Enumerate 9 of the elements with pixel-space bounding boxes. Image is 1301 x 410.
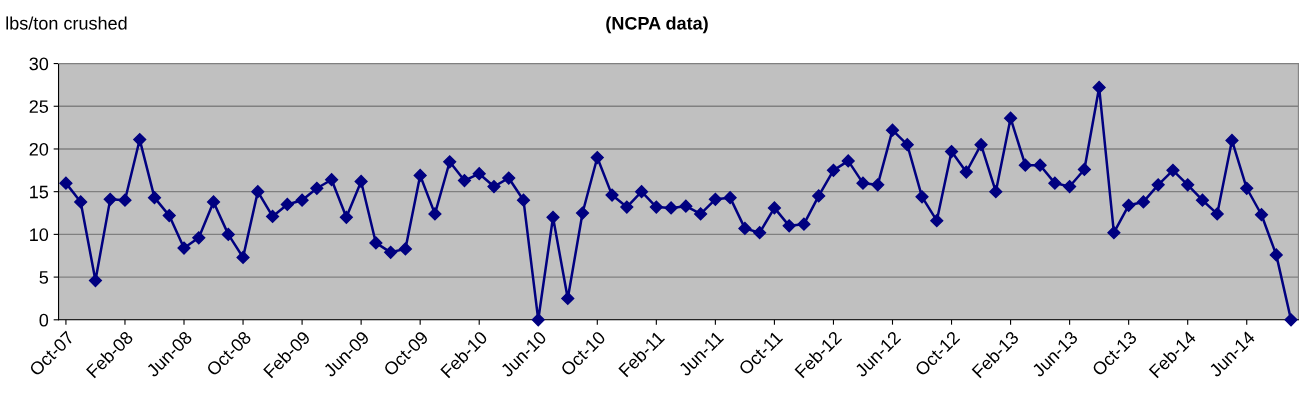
chart-title: (NCPA data) (606, 16, 708, 34)
y-tick-label: 15 (30, 185, 49, 199)
y-axis-title: lbs/ton crushed (6, 16, 127, 30)
y-tick-label: 0 (39, 313, 49, 327)
y-tick-label: 10 (30, 228, 49, 242)
y-tick-label: 25 (29, 100, 49, 113)
y-tick-label: 20 (29, 142, 49, 156)
y-tick-label: 5 (39, 271, 49, 284)
y-tick-label: 30 (29, 57, 49, 71)
